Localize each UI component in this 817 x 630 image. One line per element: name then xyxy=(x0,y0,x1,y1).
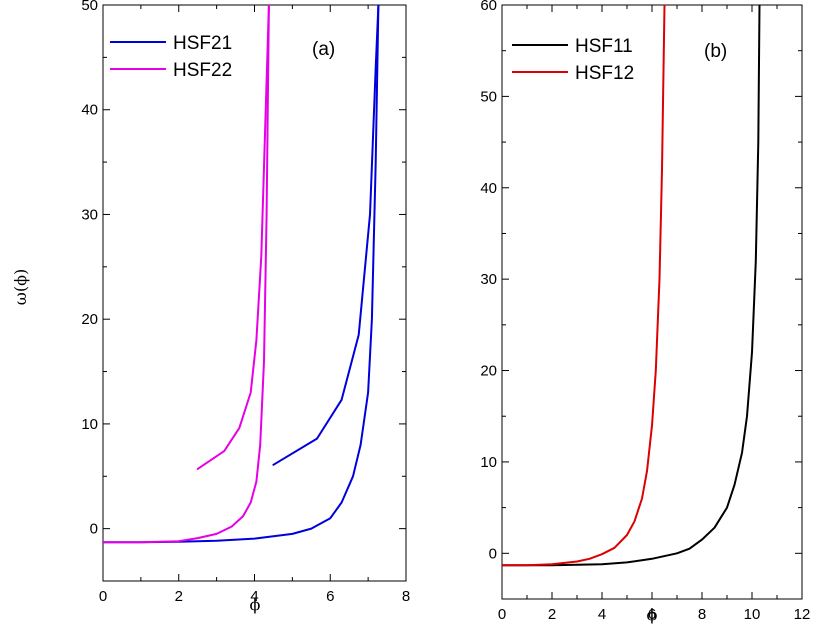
y-tick-label-a: 50 xyxy=(81,0,98,14)
y-tick-label-a: 30 xyxy=(81,206,98,223)
x-tick-label-b: 0 xyxy=(498,606,506,623)
series-line-hsf11-1 xyxy=(502,5,761,567)
y-tick-label-b: 0 xyxy=(489,545,497,562)
x-tick-label-b: 8 xyxy=(698,606,706,623)
legend-label-hsf11: HSF11 xyxy=(575,36,633,57)
series-line-hsf21-2 xyxy=(272,5,380,466)
panel-b: 0 2 4 6 8 10 12 0 10 20 30 40 50 60 HSF11 HSF12 (b) xyxy=(480,0,810,623)
panel-label-a: (a) xyxy=(312,39,335,60)
y-tick-label-a: 40 xyxy=(81,102,98,119)
legend-label-hsf12: HSF12 xyxy=(575,63,634,84)
y-tick-label-b: 20 xyxy=(480,363,497,380)
x-tick-label-b: 10 xyxy=(744,606,761,623)
y-tick-label-a: 10 xyxy=(81,416,98,433)
y-tick-label-b: 50 xyxy=(480,88,497,105)
series-line-hsf22-2 xyxy=(196,5,270,470)
plot-frame-b xyxy=(501,4,803,600)
x-tick-label-a: 2 xyxy=(175,588,183,605)
x-axis-label-a: ϕ xyxy=(250,595,261,614)
x-tick-label-b: 6 xyxy=(648,606,656,623)
y-tick-label-b: 40 xyxy=(480,180,497,197)
y-tick-label-b: 30 xyxy=(480,271,497,288)
panel-a: 0 2 4 6 8 0 10 20 30 40 50 HSF21 HSF22 (a) xyxy=(81,0,410,605)
x-tick-label-a: 0 xyxy=(99,588,107,605)
y-tick-label-b: 10 xyxy=(480,454,497,471)
series-line-hsf21-1 xyxy=(103,5,380,544)
y-tick-label-a: 20 xyxy=(81,311,98,328)
legend-label-hsf21: HSF21 xyxy=(173,33,232,54)
x-tick-label-a: 8 xyxy=(402,588,410,605)
y-axis-label-a: ω(ϕ) xyxy=(11,269,30,305)
x-tick-label-a: 6 xyxy=(326,588,334,605)
y-tick-label-b: 60 xyxy=(480,0,497,14)
x-tick-label-a: 4 xyxy=(250,588,258,605)
panel-label-b: (b) xyxy=(704,41,727,62)
series-line-hsf22-1 xyxy=(103,5,270,544)
series-line-hsf12-1 xyxy=(502,5,666,567)
plot-frame-a xyxy=(102,4,407,582)
y-tick-label-a: 0 xyxy=(90,521,98,538)
x-axis-label-b: ϕ xyxy=(647,605,658,624)
x-tick-label-b: 12 xyxy=(794,606,811,623)
legend-label-hsf22: HSF22 xyxy=(173,60,232,81)
x-tick-label-b: 2 xyxy=(548,606,556,623)
x-tick-label-b: 4 xyxy=(598,606,606,623)
